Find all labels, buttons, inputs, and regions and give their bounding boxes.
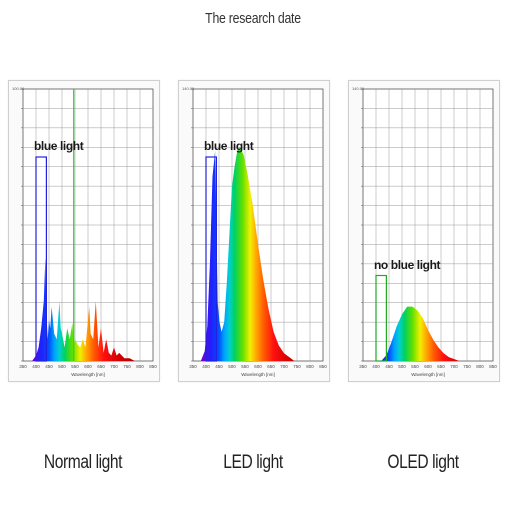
spectrum-chart-led: 350 400 450 500 550 600 650 700 750 800 850 Wavelen… xyxy=(189,88,327,377)
x-tick-label: 700 xyxy=(110,364,118,369)
x-axis-label: Wavelength [nm] xyxy=(241,372,275,377)
spectrum-panel-oled: 350 400 450 500 550 600 650 700 750 800 850 Wavelen… xyxy=(348,80,500,382)
x-tick-label: 400 xyxy=(372,364,380,369)
callout-box xyxy=(35,156,47,362)
x-tick-label: 600 xyxy=(254,364,262,369)
y-top-value: 140.00 xyxy=(182,86,195,91)
callout-label: no blue light xyxy=(374,257,441,272)
page-title: The research date xyxy=(205,10,301,27)
caption-led-light: LED light xyxy=(223,452,283,473)
x-tick-label: 400 xyxy=(32,364,40,369)
x-tick-label: 550 xyxy=(71,364,79,369)
caption-normal-light: Normal light xyxy=(43,452,123,473)
x-tick-label: 350 xyxy=(189,364,197,369)
x-tick-label: 450 xyxy=(215,364,223,369)
y-top-value: 140.00 xyxy=(352,86,365,91)
callout-box xyxy=(375,274,387,362)
spectrum-area xyxy=(200,147,295,361)
x-tick-label: 800 xyxy=(136,364,144,369)
x-tick-label: 500 xyxy=(58,364,66,369)
x-tick-label: 850 xyxy=(149,364,157,369)
caption-oled-light: OLED light xyxy=(387,452,459,473)
x-tick-label: 800 xyxy=(476,364,484,369)
x-tick-label: 750 xyxy=(123,364,131,369)
callout-label: blue light xyxy=(34,139,84,153)
x-tick-label: 700 xyxy=(280,364,288,369)
spectrum-panel-normal: 350 400 450 500 550 600 650 700 750 800 850 Wavelen… xyxy=(8,80,160,382)
x-tick-label: 450 xyxy=(385,364,393,369)
spectrum-chart-normal: 350 400 450 500 550 600 650 700 750 800 850 Wavelen… xyxy=(19,88,157,377)
spectrum-area xyxy=(32,257,135,361)
spectrum-chart-oled: 350 400 450 500 550 600 650 700 750 800 850 Wavelen… xyxy=(359,88,497,377)
x-tick-label: 500 xyxy=(228,364,236,369)
spectrum-panel-led: 350 400 450 500 550 600 650 700 750 800 850 Wavelen… xyxy=(178,80,330,382)
x-tick-label: 600 xyxy=(424,364,432,369)
x-tick-label: 750 xyxy=(463,364,471,369)
x-tick-label: 450 xyxy=(45,364,53,369)
x-tick-label: 650 xyxy=(97,364,105,369)
x-tick-label: 350 xyxy=(359,364,367,369)
x-tick-label: 750 xyxy=(293,364,301,369)
x-tick-label: 550 xyxy=(411,364,419,369)
x-tick-label: 650 xyxy=(437,364,445,369)
x-tick-label: 350 xyxy=(19,364,27,369)
x-tick-label: 400 xyxy=(202,364,210,369)
x-tick-label: 550 xyxy=(241,364,249,369)
spectrum-area xyxy=(381,306,460,361)
y-top-value: 100.00 xyxy=(12,86,25,91)
x-tick-label: 600 xyxy=(84,364,92,369)
x-tick-label: 850 xyxy=(489,364,497,369)
x-tick-label: 850 xyxy=(319,364,327,369)
x-tick-label: 800 xyxy=(306,364,314,369)
callout-box xyxy=(205,156,217,362)
x-axis-label: Wavelength [nm] xyxy=(71,372,105,377)
x-axis-label: Wavelength [nm] xyxy=(411,372,445,377)
x-tick-label: 700 xyxy=(450,364,458,369)
callout-label: blue light xyxy=(204,139,254,153)
x-tick-label: 500 xyxy=(398,364,406,369)
x-tick-label: 650 xyxy=(267,364,275,369)
